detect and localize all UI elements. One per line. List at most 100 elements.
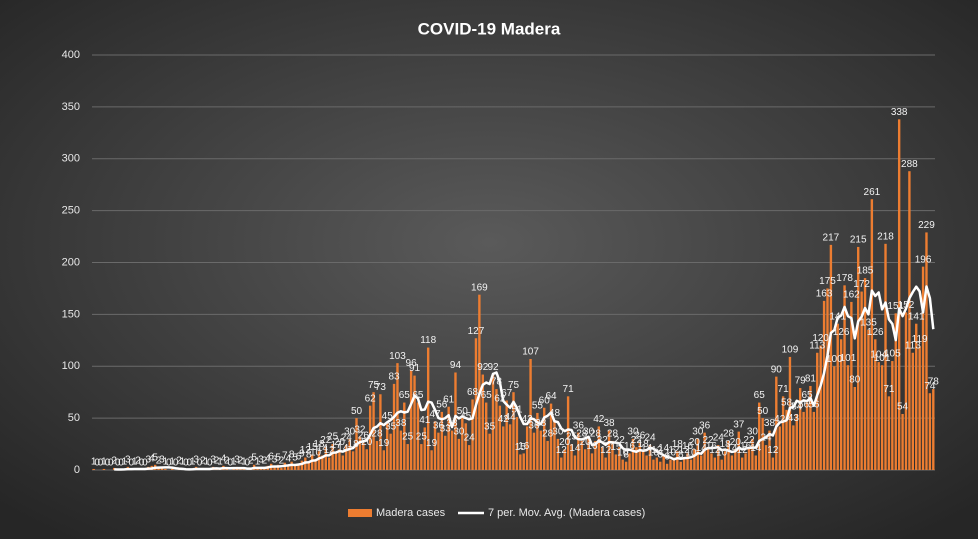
- data-label: 5: [292, 452, 298, 463]
- bar: [887, 396, 891, 470]
- bar: [911, 352, 915, 470]
- data-label: 16: [518, 441, 530, 452]
- data-label: 6: [296, 451, 302, 462]
- data-label: 28: [542, 429, 554, 440]
- data-label: 37: [733, 419, 745, 430]
- data-label: 28: [723, 429, 735, 440]
- bar: [860, 291, 863, 470]
- bar: [351, 451, 355, 470]
- data-label: 7: [282, 450, 288, 461]
- bar: [433, 421, 437, 470]
- bar: [519, 454, 522, 470]
- data-label: 169: [471, 282, 488, 293]
- data-label: 75: [368, 380, 380, 391]
- data-label: 48: [549, 408, 561, 419]
- bar: [682, 457, 686, 470]
- bar: [839, 339, 843, 470]
- chart-title: COVID-19 Madera: [418, 19, 561, 38]
- data-label: 4: [265, 453, 271, 464]
- data-label: 36: [573, 420, 585, 431]
- bar: [280, 467, 283, 470]
- bar: [601, 447, 604, 470]
- y-tick-label: 150: [62, 308, 80, 320]
- bar: [440, 411, 444, 470]
- data-label: 26: [358, 431, 370, 442]
- data-label: 25: [327, 432, 339, 443]
- bar: [788, 356, 792, 470]
- data-label: 20: [559, 437, 571, 448]
- bar: [597, 426, 601, 470]
- bar: [734, 449, 737, 470]
- data-label: 3: [193, 455, 199, 466]
- data-label: 1: [132, 457, 138, 468]
- data-label: 338: [891, 107, 908, 118]
- bar: [857, 246, 860, 470]
- bar: [529, 358, 532, 470]
- data-label: 1: [163, 457, 169, 468]
- data-label: 0: [139, 458, 145, 469]
- bar: [553, 420, 556, 470]
- data-label: 18: [672, 439, 684, 450]
- bar: [795, 413, 798, 470]
- bar: [764, 445, 768, 470]
- bar: [781, 396, 785, 470]
- data-label: 0: [105, 458, 111, 469]
- data-label: 54: [791, 402, 803, 413]
- bar: [880, 365, 884, 470]
- bar: [444, 435, 447, 470]
- data-label: 92: [477, 362, 489, 373]
- y-tick-label: 0: [74, 464, 80, 476]
- data-label: 261: [864, 187, 881, 198]
- data-label: 2: [262, 456, 268, 467]
- data-label: 14: [696, 443, 708, 454]
- bar: [461, 418, 464, 470]
- bar: [314, 459, 317, 470]
- bar: [464, 423, 467, 470]
- bar: [833, 366, 836, 470]
- data-label: 1: [190, 457, 196, 468]
- data-label: 22: [320, 435, 332, 446]
- bar: [659, 461, 662, 470]
- data-label: 3: [210, 455, 216, 466]
- data-label: 162: [843, 290, 860, 301]
- data-label: 126: [867, 327, 884, 338]
- bar: [577, 432, 580, 470]
- data-label: 8: [678, 449, 684, 460]
- legend-label: Madera cases: [376, 507, 446, 519]
- bar: [485, 402, 488, 470]
- data-label: 103: [389, 351, 406, 362]
- data-label: 3: [272, 455, 278, 466]
- data-label: 80: [849, 375, 861, 386]
- bar: [512, 392, 515, 470]
- bar: [348, 438, 351, 470]
- data-label: 0: [173, 458, 179, 469]
- bar: [580, 440, 583, 470]
- bar: [706, 447, 710, 470]
- data-label: 6: [268, 451, 274, 462]
- data-label: 14: [750, 443, 762, 454]
- bar: [727, 440, 730, 470]
- data-label: 3: [234, 455, 240, 466]
- bar: [720, 459, 723, 470]
- data-label: 126: [833, 327, 850, 338]
- legend-label: 7 per. Mov. Avg. (Madera cases): [488, 507, 645, 519]
- bar: [758, 402, 761, 470]
- bar: [932, 389, 935, 470]
- data-label: 79: [795, 376, 807, 387]
- bar: [737, 431, 740, 470]
- data-label: 9: [299, 448, 305, 459]
- data-label: 22: [743, 435, 755, 446]
- bar: [488, 433, 491, 470]
- data-label: 141: [829, 311, 846, 322]
- data-label: 55: [532, 401, 544, 412]
- data-label: 1: [122, 457, 128, 468]
- data-label: 0: [108, 458, 114, 469]
- bar: [273, 466, 276, 470]
- bar: [573, 455, 577, 470]
- data-label: 20: [334, 437, 346, 448]
- data-label: 15: [515, 442, 527, 453]
- data-label: 30: [552, 427, 564, 438]
- data-label: 185: [857, 266, 874, 277]
- y-tick-label: 200: [62, 256, 80, 268]
- bar: [478, 294, 481, 470]
